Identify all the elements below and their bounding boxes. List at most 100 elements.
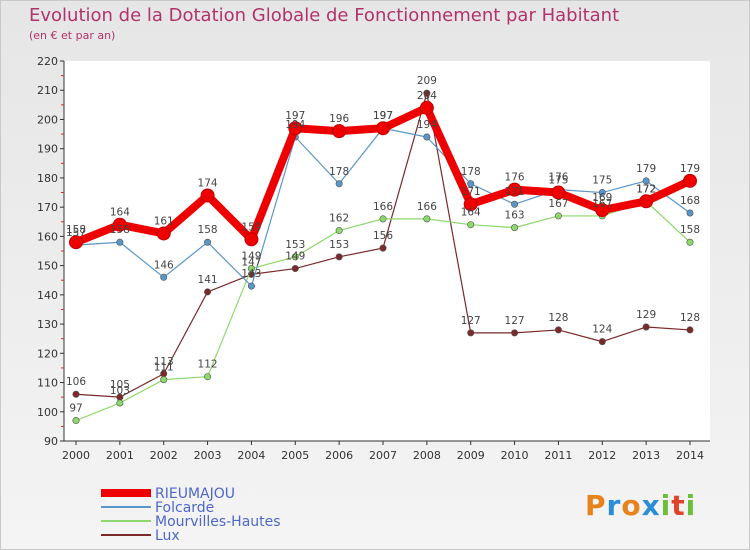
data-label: 141: [198, 274, 218, 286]
data-label: 143: [241, 268, 261, 280]
data-label: 162: [329, 213, 349, 225]
y-tick-label: 130: [37, 318, 58, 331]
x-tick-label: 2009: [457, 449, 485, 462]
y-tick-label: 220: [37, 55, 58, 68]
data-label: 175: [548, 175, 568, 187]
data-label: 197: [373, 110, 393, 122]
logo-letter: o: [621, 489, 642, 522]
data-label: 111: [154, 362, 174, 374]
y-tick-label: 190: [37, 143, 58, 156]
data-label: 128: [548, 312, 568, 324]
data-point: [160, 273, 168, 281]
x-tick-label: 2012: [588, 449, 616, 462]
x-tick-label: 2004: [237, 449, 265, 462]
data-label: 197: [373, 110, 393, 122]
data-label: 127: [461, 315, 481, 327]
data-label: 128: [680, 312, 700, 324]
data-label: 161: [154, 215, 174, 227]
data-label: 172: [636, 183, 656, 195]
data-label: 106: [66, 376, 86, 388]
data-label: 167: [592, 198, 612, 210]
x-tick-label: 2013: [632, 449, 660, 462]
data-label: 179: [636, 163, 656, 175]
data-label: 158: [198, 224, 218, 236]
y-tick-label: 210: [37, 84, 58, 97]
data-point: [423, 215, 431, 223]
x-tick-label: 2003: [194, 449, 222, 462]
data-point: [335, 227, 343, 235]
data-point: [379, 215, 387, 223]
data-label: 129: [636, 309, 656, 321]
legend-label: Lux: [155, 528, 180, 544]
data-point: [423, 89, 431, 97]
logo-letter: i: [685, 489, 697, 522]
data-label: 204: [417, 90, 437, 102]
data-label: 156: [373, 230, 393, 242]
data-label: 113: [154, 356, 174, 368]
y-tick-label: 120: [37, 347, 58, 360]
data-label: 153: [285, 239, 305, 251]
data-point: [288, 121, 303, 136]
data-label: 159: [241, 221, 261, 233]
data-point: [642, 323, 650, 331]
y-tick-label: 110: [37, 377, 58, 390]
data-label: 179: [680, 163, 700, 175]
x-tick-label: 2014: [676, 449, 704, 462]
legend-label: Mourvilles-Hautes: [155, 514, 281, 530]
data-label: 157: [66, 227, 86, 239]
data-label: 172: [636, 183, 656, 195]
y-tick-label: 150: [37, 260, 58, 273]
data-point: [467, 180, 475, 188]
x-tick-label: 2011: [544, 449, 572, 462]
data-label: 169: [592, 192, 612, 204]
data-point: [507, 182, 522, 197]
data-label: 175: [592, 175, 612, 187]
data-point: [69, 235, 83, 250]
logo-letter: x: [641, 489, 661, 522]
data-point: [467, 329, 475, 337]
data-label: 174: [198, 177, 218, 189]
data-point: [160, 376, 168, 384]
x-tick-label: 2001: [106, 449, 134, 462]
data-point: [112, 217, 127, 232]
y-tick-label: 90: [44, 435, 58, 448]
data-point: [598, 189, 606, 197]
data-point: [376, 121, 390, 136]
logo-letter: i: [660, 489, 672, 522]
data-point: [511, 224, 519, 232]
data-point: [291, 253, 299, 261]
data-point: [72, 417, 80, 425]
data-label: 194: [285, 119, 305, 131]
legend-label: RIEUMAJOU: [155, 486, 235, 502]
data-point: [244, 232, 259, 247]
data-point: [379, 244, 387, 252]
data-point: [683, 173, 697, 188]
data-point: [511, 200, 519, 208]
logo-letter: P: [585, 489, 607, 522]
x-tick-label: 2002: [150, 449, 178, 462]
data-label: 209: [417, 75, 437, 87]
data-point: [595, 203, 610, 218]
data-point: [639, 194, 654, 209]
data-point: [332, 124, 347, 139]
y-tick-label: 170: [37, 201, 58, 214]
data-point: [156, 226, 171, 241]
data-label: 158: [110, 224, 130, 236]
data-point: [204, 373, 212, 381]
data-label: 166: [373, 201, 393, 213]
data-point: [686, 326, 694, 334]
data-label: 149: [241, 251, 261, 263]
y-tick-label: 200: [37, 113, 58, 126]
data-point: [335, 253, 343, 261]
y-tick-label: 100: [37, 406, 58, 419]
data-point: [511, 329, 519, 337]
data-label: 178: [461, 166, 481, 178]
logo-letter: t: [671, 489, 686, 522]
data-label: 147: [241, 256, 261, 268]
chart-subtitle: (en € et par an): [29, 29, 116, 42]
x-tick-label: 2000: [62, 449, 90, 462]
data-point: [247, 282, 255, 290]
data-point: [204, 288, 212, 296]
